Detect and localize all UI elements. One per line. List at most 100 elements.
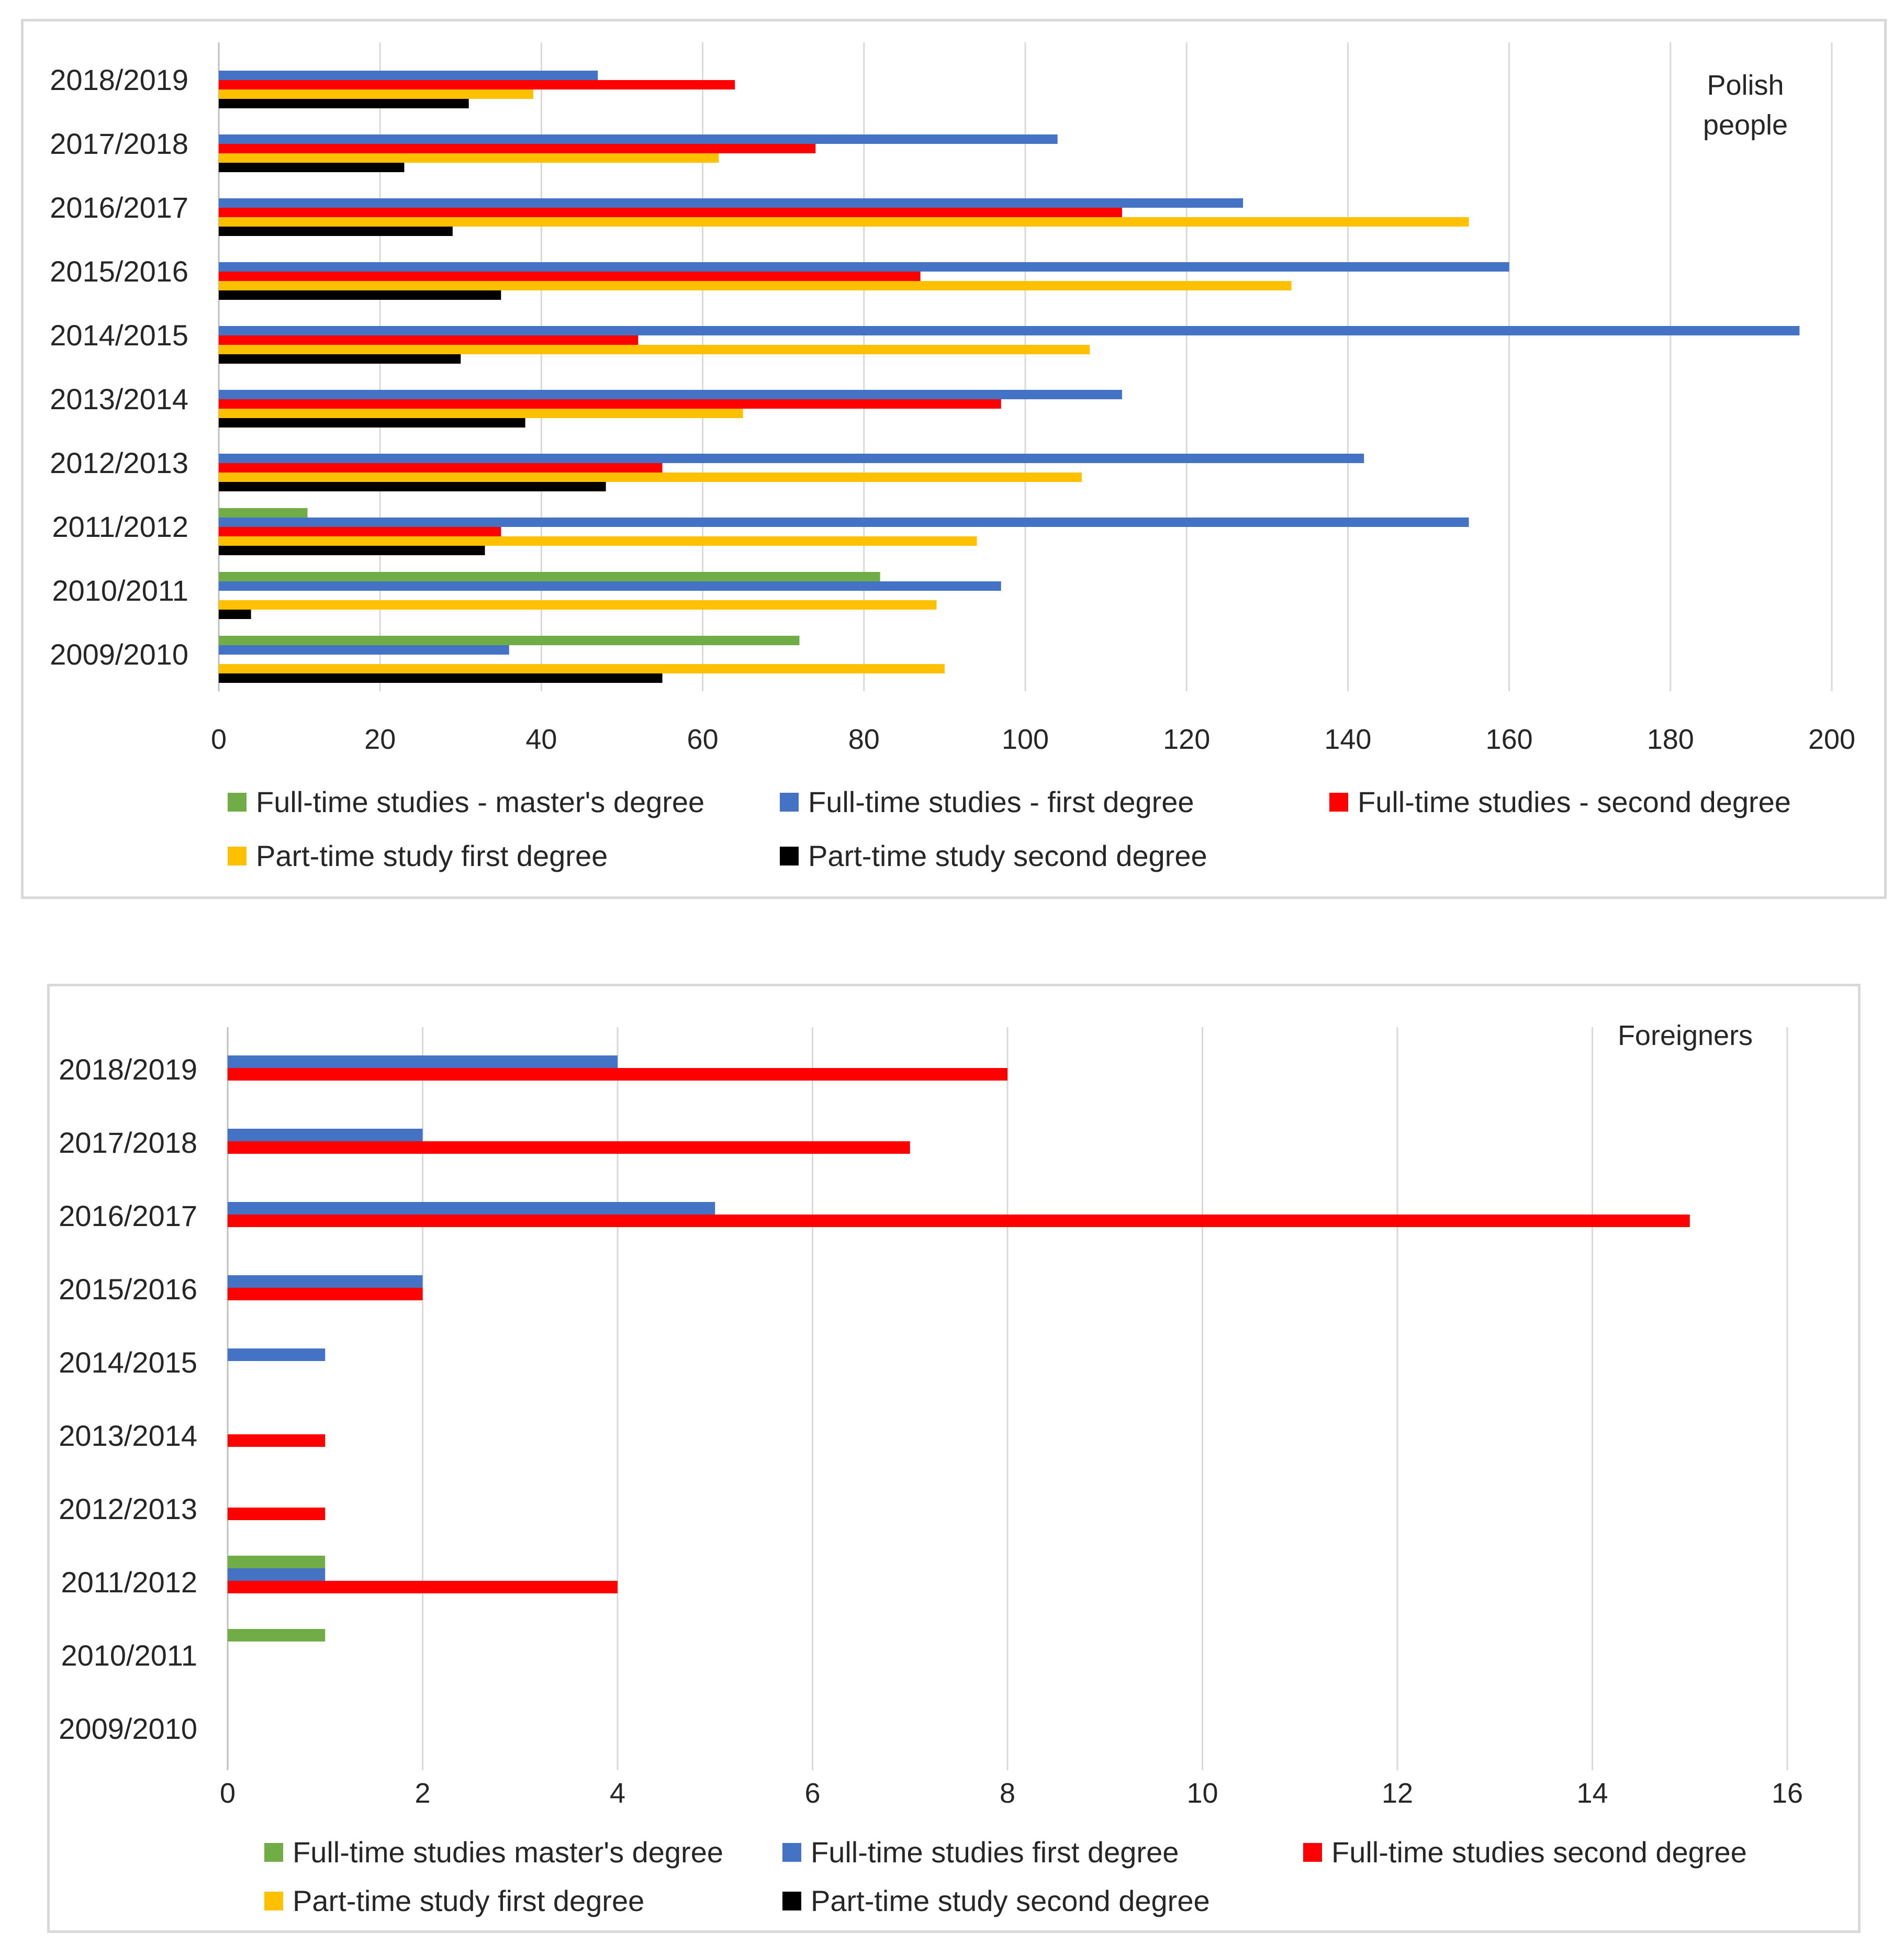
bar-part-time-study-first-degree [219,153,719,163]
legend-label: Part-time study first degree [256,839,608,872]
legend-swatch-part-time-study-first-degree [264,1892,283,1910]
bar-full-time-studies-first-degree [228,1055,618,1068]
x-tick-label: 180 [1647,724,1694,755]
bar-part-time-study-second-degree [219,163,405,172]
bar-full-time-studies-first-degree [219,390,1122,399]
bar-part-time-study-second-degree [219,99,469,108]
bar-full-time-studies-second-degree [228,1581,618,1593]
chart-foreigners-svg: 0 2 4 6 8 10 12 14 16 2018/2019 2017/2018 2016/2017… [59,1020,1803,1917]
category-label: 2013/2014 [59,1419,197,1452]
chart-polish-svg: 0 20 40 60 80 100 120 140 160 180 200 2018/2019 2017… [50,42,1855,872]
corner-label: Polish [1707,70,1784,101]
bar-part-time-study-first-degree [219,600,937,610]
x-tick-label: 2 [415,1778,430,1809]
bar-part-time-study-first-degree [219,345,1090,354]
category-label: 2012/2013 [50,446,188,479]
category-label: 2011/2012 [52,510,188,543]
x-tick-label: 160 [1486,724,1533,755]
bar-full-time-studies-second-degree [219,527,501,536]
bar-part-time-study-second-degree [219,482,606,491]
bar-full-time-studies-first-degree [219,134,1058,144]
x-tick-label: 80 [848,724,880,755]
corner-label: people [1703,109,1788,141]
category-label: 2013/2014 [50,383,188,415]
bar-part-time-study-first-degree [219,217,1469,227]
x-tick-label: 10 [1186,1778,1218,1809]
legend-swatch-part-time-study-second-degree [780,847,799,865]
legend-label: Full-time studies second degree [1331,1836,1747,1869]
bar-part-time-study-second-degree [219,610,251,619]
legend-label: Full-time studies first degree [811,1836,1179,1869]
bar-full-time-studies-first-degree [228,1348,326,1361]
x-tick-label: 12 [1382,1778,1413,1809]
x-tick-label: 120 [1163,724,1210,755]
bar-part-time-study-first-degree [219,473,1082,482]
legend-swatch-full-time-studies-second-degree [1303,1843,1322,1862]
category-label: 2016/2017 [50,191,188,224]
legend-label: Full-time studies - second degree [1358,785,1791,818]
bar-full-time-studies-second-degree [228,1141,910,1154]
x-tick-label: 6 [804,1778,820,1809]
category-label: 2014/2015 [59,1346,197,1379]
legend-label: Part-time study first degree [293,1884,644,1917]
x-tick-label: 100 [1002,724,1049,755]
bar-part-time-study-second-degree [219,418,525,428]
category-label: 2009/2010 [59,1712,197,1745]
bar-full-time-studies-first-degree [219,326,1800,335]
bar-full-time-studies-master-s-degree [228,1556,326,1568]
category-label: 2009/2010 [50,638,188,671]
x-tick-label: 0 [211,724,227,755]
legend-swatch-full-time-studies-second-degree [1329,793,1348,812]
bar-full-time-studies-first-degree [228,1275,423,1288]
category-label: 2011/2012 [61,1566,197,1599]
bar-full-time-studies-first-degree [219,518,1469,527]
bar-part-time-study-first-degree [219,664,945,673]
legend-swatch-full-time-studies-master-s-degree [264,1843,283,1862]
bar-full-time-studies-first-degree [219,198,1244,208]
x-tick-label: 16 [1772,1778,1803,1809]
x-tick-label: 14 [1576,1778,1608,1809]
category-label: 2017/2018 [50,127,188,160]
bar-full-time-studies-second-degree [219,399,1001,409]
bar-full-time-studies-master-s-degree [219,572,880,581]
bar-full-time-studies-master-s-degree [228,1629,326,1642]
category-label: 2012/2013 [59,1492,197,1525]
bar-full-time-studies-second-degree [219,463,663,473]
category-label: 2018/2019 [50,63,188,96]
bar-part-time-study-first-degree [219,281,1292,290]
legend-swatch-part-time-study-first-degree [228,847,247,865]
x-tick-label: 60 [687,724,719,755]
bar-full-time-studies-second-degree [219,80,735,89]
category-label: 2018/2019 [59,1053,197,1086]
x-tick-label: 40 [525,724,557,755]
legend-label: Full-time studies - master's degree [256,785,704,818]
bar-full-time-studies-first-degree [219,454,1364,463]
bar-part-time-study-first-degree [219,409,743,418]
x-tick-label: 140 [1324,724,1371,755]
bar-full-time-studies-first-degree [219,581,1001,591]
bar-full-time-studies-second-degree [228,1068,1007,1081]
bar-full-time-studies-second-degree [219,144,816,153]
legend-label: Part-time study second degree [808,839,1207,872]
bar-part-time-study-first-degree [219,536,977,546]
x-tick-label: 0 [220,1778,236,1809]
legend-swatch-full-time-studies-first-degree [782,1843,801,1862]
bar-full-time-studies-first-degree [228,1129,423,1141]
bar-full-time-studies-first-degree [228,1202,715,1215]
bar-full-time-studies-first-degree [219,645,509,655]
legend-label: Full-time studies master's degree [293,1836,723,1869]
bar-full-time-studies-first-degree [219,262,1509,272]
bar-part-time-study-second-degree [219,290,501,300]
bar-part-time-study-second-degree [219,673,663,683]
bar-full-time-studies-second-degree [228,1508,326,1520]
bar-full-time-studies-second-degree [228,1288,423,1300]
chart-polish-people: 0 20 40 60 80 100 120 140 160 180 200 2018/2019 2017… [21,19,1887,899]
category-label: 2015/2016 [50,255,188,288]
bar-part-time-study-second-degree [219,354,461,364]
category-label: 2016/2017 [59,1199,197,1232]
x-tick-label: 4 [610,1778,625,1809]
bar-part-time-study-first-degree [219,89,533,99]
category-label: 2010/2011 [61,1639,197,1672]
chart-foreigners: 0 2 4 6 8 10 12 14 16 2018/2019 2017/2018 2016/2017… [47,984,1861,1933]
bar-full-time-studies-first-degree [228,1568,326,1581]
